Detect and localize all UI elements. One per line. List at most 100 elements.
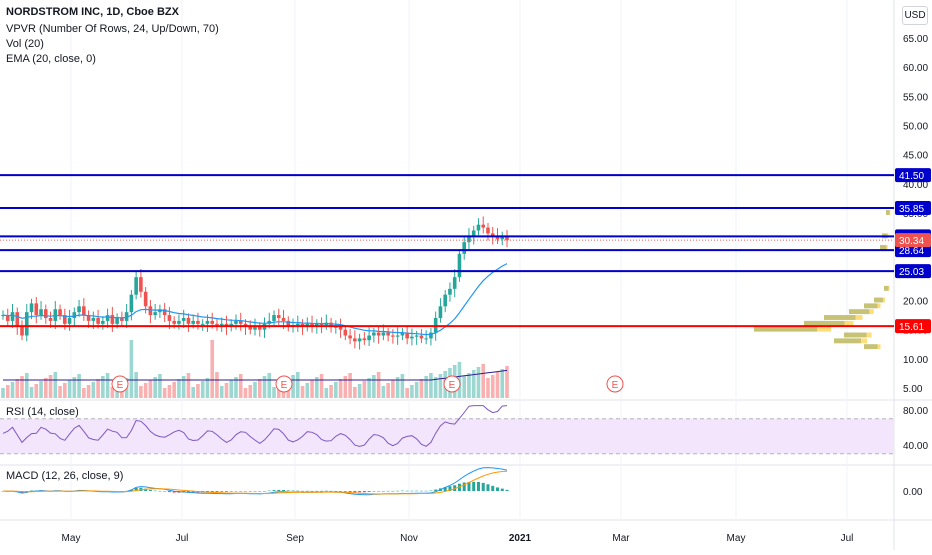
- candle-body: [343, 329, 348, 336]
- candle-body: [210, 320, 215, 324]
- candle-body: [162, 309, 167, 316]
- volume-bar: [300, 386, 305, 398]
- volume-bar: [153, 377, 157, 398]
- candle-body: [29, 303, 34, 313]
- macd-histogram-bar: [210, 491, 214, 492]
- candle-body: [10, 312, 15, 321]
- volume-bar: [63, 383, 67, 398]
- candle-body: [471, 230, 476, 237]
- earnings-marker-text: E: [612, 380, 619, 391]
- candle-body: [253, 326, 257, 330]
- candle-body: [462, 242, 467, 254]
- candle-body: [272, 315, 276, 321]
- macd-histogram-bar: [396, 490, 400, 492]
- price-axis-tick: 55.00: [903, 92, 928, 103]
- volume-bar: [295, 372, 300, 398]
- volume-bar: [429, 373, 433, 398]
- macd-histogram-bar: [310, 490, 314, 492]
- vpvr-indicator-label[interactable]: VPVR (Number Of Rows, 24, Up/Down, 70): [6, 23, 219, 35]
- candle-body: [438, 306, 443, 318]
- volume-bar: [34, 384, 39, 398]
- horizontal-levels[interactable]: [0, 174, 894, 328]
- axes: 65.0060.0055.0050.0045.0040.0035.0030.00…: [62, 34, 929, 544]
- volume-bar: [486, 378, 490, 398]
- volume-bar: [134, 372, 138, 398]
- macd-histogram-bar: [239, 491, 243, 492]
- volume-bar: [210, 340, 215, 398]
- macd-histogram-bar: [172, 491, 176, 493]
- volume-bar: [181, 376, 186, 398]
- volume-bar: [20, 376, 24, 398]
- volume-profile-down: [874, 297, 885, 303]
- price-axis-tick: 50.00: [903, 122, 928, 133]
- candle-body: [58, 309, 62, 316]
- volume-bar: [143, 383, 148, 398]
- macd-histogram-bar: [405, 490, 409, 492]
- macd-histogram-bar: [305, 490, 309, 492]
- volume-bar: [414, 382, 419, 398]
- candle-body: [129, 294, 134, 313]
- volume-bar: [196, 384, 200, 398]
- volume-bar: [67, 380, 72, 398]
- candle-body: [376, 332, 381, 336]
- candle-body: [77, 306, 81, 313]
- volume-bar: [310, 380, 314, 398]
- macd-histogram-bar: [153, 490, 157, 492]
- candle-body: [357, 338, 362, 342]
- ema-indicator-label[interactable]: EMA (20, close, 0): [6, 53, 96, 65]
- volume-bar: [481, 364, 486, 398]
- volume-bar: [276, 384, 281, 398]
- volume-bar: [86, 385, 91, 398]
- volume-bar: [291, 375, 295, 398]
- volume-bar: [1, 388, 5, 398]
- volume-bars: [1, 340, 509, 398]
- volume-bar: [24, 373, 29, 398]
- macd-histogram-bar: [134, 487, 138, 491]
- macd-axis-tick: 0.00: [903, 487, 923, 498]
- macd-histogram-bar: [343, 491, 347, 492]
- candle-body: [429, 332, 433, 339]
- volume-bar: [433, 377, 438, 398]
- symbol-title[interactable]: NORDSTROM INC, 1D, Cboe BZX: [6, 6, 179, 18]
- candle-body: [334, 326, 338, 328]
- volume-bar: [476, 367, 481, 398]
- volume-bar: [248, 385, 253, 398]
- macd-histogram-bar: [205, 491, 209, 493]
- volume-bar: [357, 384, 362, 398]
- macd-histogram-bar: [191, 491, 195, 493]
- currency-button[interactable]: USD: [902, 6, 928, 25]
- macd-histogram-bar: [491, 485, 495, 491]
- volume-profile-down: [754, 326, 831, 332]
- candle-body: [134, 277, 138, 295]
- volume-bar: [253, 382, 257, 398]
- candle-body: [381, 332, 386, 336]
- volume-bar: [419, 379, 424, 398]
- rsi-indicator-label[interactable]: RSI (14, close): [6, 406, 79, 418]
- candle-body: [490, 233, 495, 237]
- volume-indicator-label[interactable]: Vol (20): [6, 38, 44, 50]
- earnings-marker-circle: [606, 375, 624, 393]
- candle-body: [105, 315, 110, 321]
- macd-histogram-bar: [358, 491, 362, 493]
- volume-bar: [110, 387, 115, 398]
- volume-profile: [754, 210, 891, 350]
- macd-histogram-bar: [334, 490, 338, 492]
- macd-histogram-bar: [158, 490, 162, 492]
- macd-histogram-bar: [267, 490, 271, 492]
- candle-body: [153, 312, 157, 316]
- macd-histogram-bar: [472, 481, 476, 491]
- macd-histogram-bar: [424, 490, 428, 492]
- last-price-text: 30.34: [899, 236, 924, 247]
- candle-body: [267, 320, 272, 324]
- candle-body: [101, 320, 105, 324]
- volume-bar: [224, 383, 229, 398]
- candle-body: [414, 335, 419, 337]
- macd-histogram-bar: [381, 490, 385, 492]
- macd-indicator-label[interactable]: MACD (12, 26, close, 9): [6, 470, 124, 482]
- macd-histogram-bar: [324, 490, 328, 492]
- volume-bar: [267, 373, 272, 398]
- macd-signal-line: [2, 470, 508, 495]
- volume-bar: [400, 374, 405, 398]
